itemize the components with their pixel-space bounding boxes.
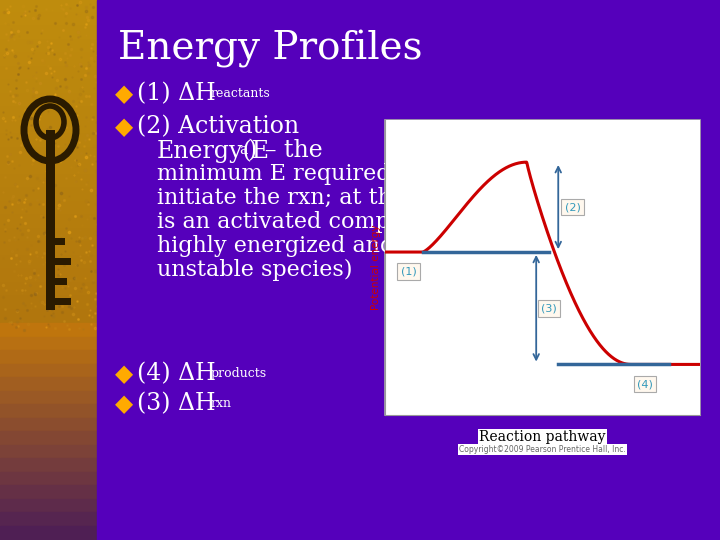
Bar bbox=[0, 242, 100, 256]
Bar bbox=[55, 258, 71, 265]
Bar bbox=[0, 255, 100, 270]
Text: minimum E required to: minimum E required to bbox=[157, 163, 420, 185]
Text: ) – the: ) – the bbox=[248, 139, 323, 162]
Text: (2) Activation: (2) Activation bbox=[137, 115, 299, 138]
Bar bbox=[0, 404, 100, 418]
Text: (1): (1) bbox=[401, 267, 416, 276]
Bar bbox=[0, 12, 100, 27]
Bar bbox=[0, 485, 100, 500]
Text: Copyright©2009 Pearson Prentice Hall, Inc.: Copyright©2009 Pearson Prentice Hall, In… bbox=[459, 445, 626, 454]
Bar bbox=[0, 147, 100, 162]
Bar bbox=[55, 298, 71, 305]
Text: (3) ΔH: (3) ΔH bbox=[137, 392, 215, 415]
Bar bbox=[0, 417, 100, 432]
Bar bbox=[0, 282, 100, 297]
Text: (4): (4) bbox=[637, 379, 653, 389]
Text: (2): (2) bbox=[564, 202, 580, 212]
Bar bbox=[0, 269, 100, 284]
Y-axis label: Potential energy: Potential energy bbox=[371, 225, 381, 310]
Bar bbox=[0, 471, 100, 486]
Text: initiate the rxn; at the peak: initiate the rxn; at the peak bbox=[157, 187, 467, 209]
Bar bbox=[0, 201, 100, 216]
Bar bbox=[0, 377, 100, 392]
Bar bbox=[0, 512, 100, 526]
Bar bbox=[385, 120, 700, 415]
Text: Energy(E: Energy(E bbox=[157, 139, 270, 163]
Bar bbox=[0, 390, 100, 405]
Text: ◆: ◆ bbox=[115, 392, 133, 416]
Bar bbox=[0, 323, 100, 338]
Bar bbox=[0, 350, 100, 364]
Bar bbox=[0, 107, 100, 122]
Text: is an activated complex (a: is an activated complex (a bbox=[157, 211, 451, 233]
Text: (4) ΔH: (4) ΔH bbox=[137, 362, 215, 385]
Bar bbox=[0, 228, 100, 243]
Bar bbox=[55, 238, 65, 245]
Bar bbox=[0, 0, 100, 14]
Bar bbox=[0, 458, 100, 472]
Bar bbox=[46, 130, 55, 310]
Text: products: products bbox=[211, 367, 267, 380]
Bar bbox=[0, 309, 100, 324]
Bar bbox=[55, 278, 67, 285]
Text: ◆: ◆ bbox=[115, 362, 133, 386]
Bar bbox=[0, 80, 100, 94]
Text: Energy Profiles: Energy Profiles bbox=[118, 30, 423, 68]
Bar bbox=[97, 0, 105, 540]
Bar bbox=[0, 26, 100, 40]
Bar bbox=[0, 525, 100, 540]
Bar bbox=[0, 363, 100, 378]
Bar bbox=[0, 161, 100, 176]
Bar bbox=[0, 66, 100, 81]
Text: highly energized and: highly energized and bbox=[157, 235, 395, 257]
Bar bbox=[0, 296, 100, 310]
Text: ◆: ◆ bbox=[115, 82, 133, 106]
Bar bbox=[0, 120, 100, 135]
Text: (1) ΔH: (1) ΔH bbox=[137, 82, 215, 105]
Bar bbox=[0, 174, 100, 189]
Bar bbox=[0, 93, 100, 108]
Text: unstable species): unstable species) bbox=[157, 259, 353, 281]
Text: Reaction pathway: Reaction pathway bbox=[480, 430, 606, 444]
Text: a: a bbox=[239, 143, 248, 157]
Bar bbox=[0, 39, 100, 54]
Text: ◆: ◆ bbox=[115, 115, 133, 139]
Text: (3): (3) bbox=[541, 303, 557, 313]
Bar bbox=[0, 215, 100, 230]
Bar bbox=[0, 53, 100, 68]
Bar bbox=[0, 134, 100, 148]
Bar bbox=[0, 498, 100, 513]
Bar bbox=[0, 188, 100, 202]
Bar bbox=[0, 336, 100, 351]
Bar bbox=[0, 431, 100, 445]
Text: reactants: reactants bbox=[211, 87, 271, 100]
Bar bbox=[0, 444, 100, 459]
Text: rxn: rxn bbox=[211, 397, 232, 410]
